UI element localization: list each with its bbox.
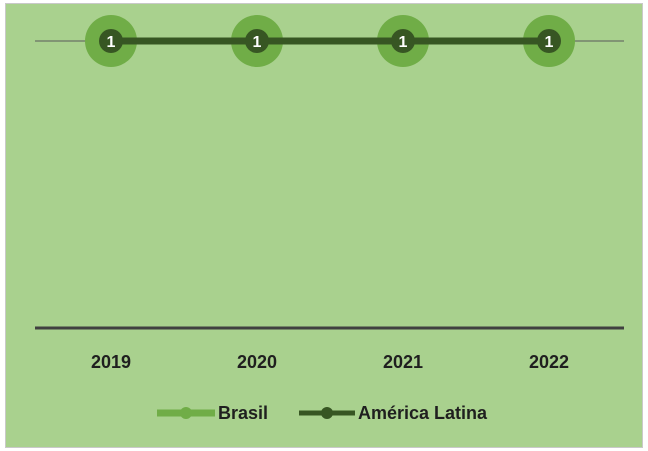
legend-america-latina-marker — [321, 407, 333, 419]
america-latina-point — [537, 29, 561, 53]
data-label: 1 — [107, 34, 116, 51]
series-layer: 1 1 1 1 — [85, 15, 575, 67]
legend-america-latina-label: América Latina — [358, 403, 488, 423]
data-label: 1 — [253, 34, 262, 51]
x-tick-label: 2020 — [237, 352, 277, 372]
america-latina-point — [391, 29, 415, 53]
x-tick-labels: 2019 2020 2021 2022 — [91, 352, 569, 372]
x-tick-label: 2019 — [91, 352, 131, 372]
data-label: 1 — [545, 34, 554, 51]
legend-brasil-marker — [180, 407, 192, 419]
x-tick-label: 2022 — [529, 352, 569, 372]
legend-brasil-label: Brasil — [218, 403, 268, 423]
data-label: 1 — [399, 34, 408, 51]
america-latina-point — [245, 29, 269, 53]
x-tick-label: 2021 — [383, 352, 423, 372]
america-latina-point — [99, 29, 123, 53]
chart-area — [5, 3, 643, 448]
legend: Brasil América Latina — [157, 403, 488, 423]
